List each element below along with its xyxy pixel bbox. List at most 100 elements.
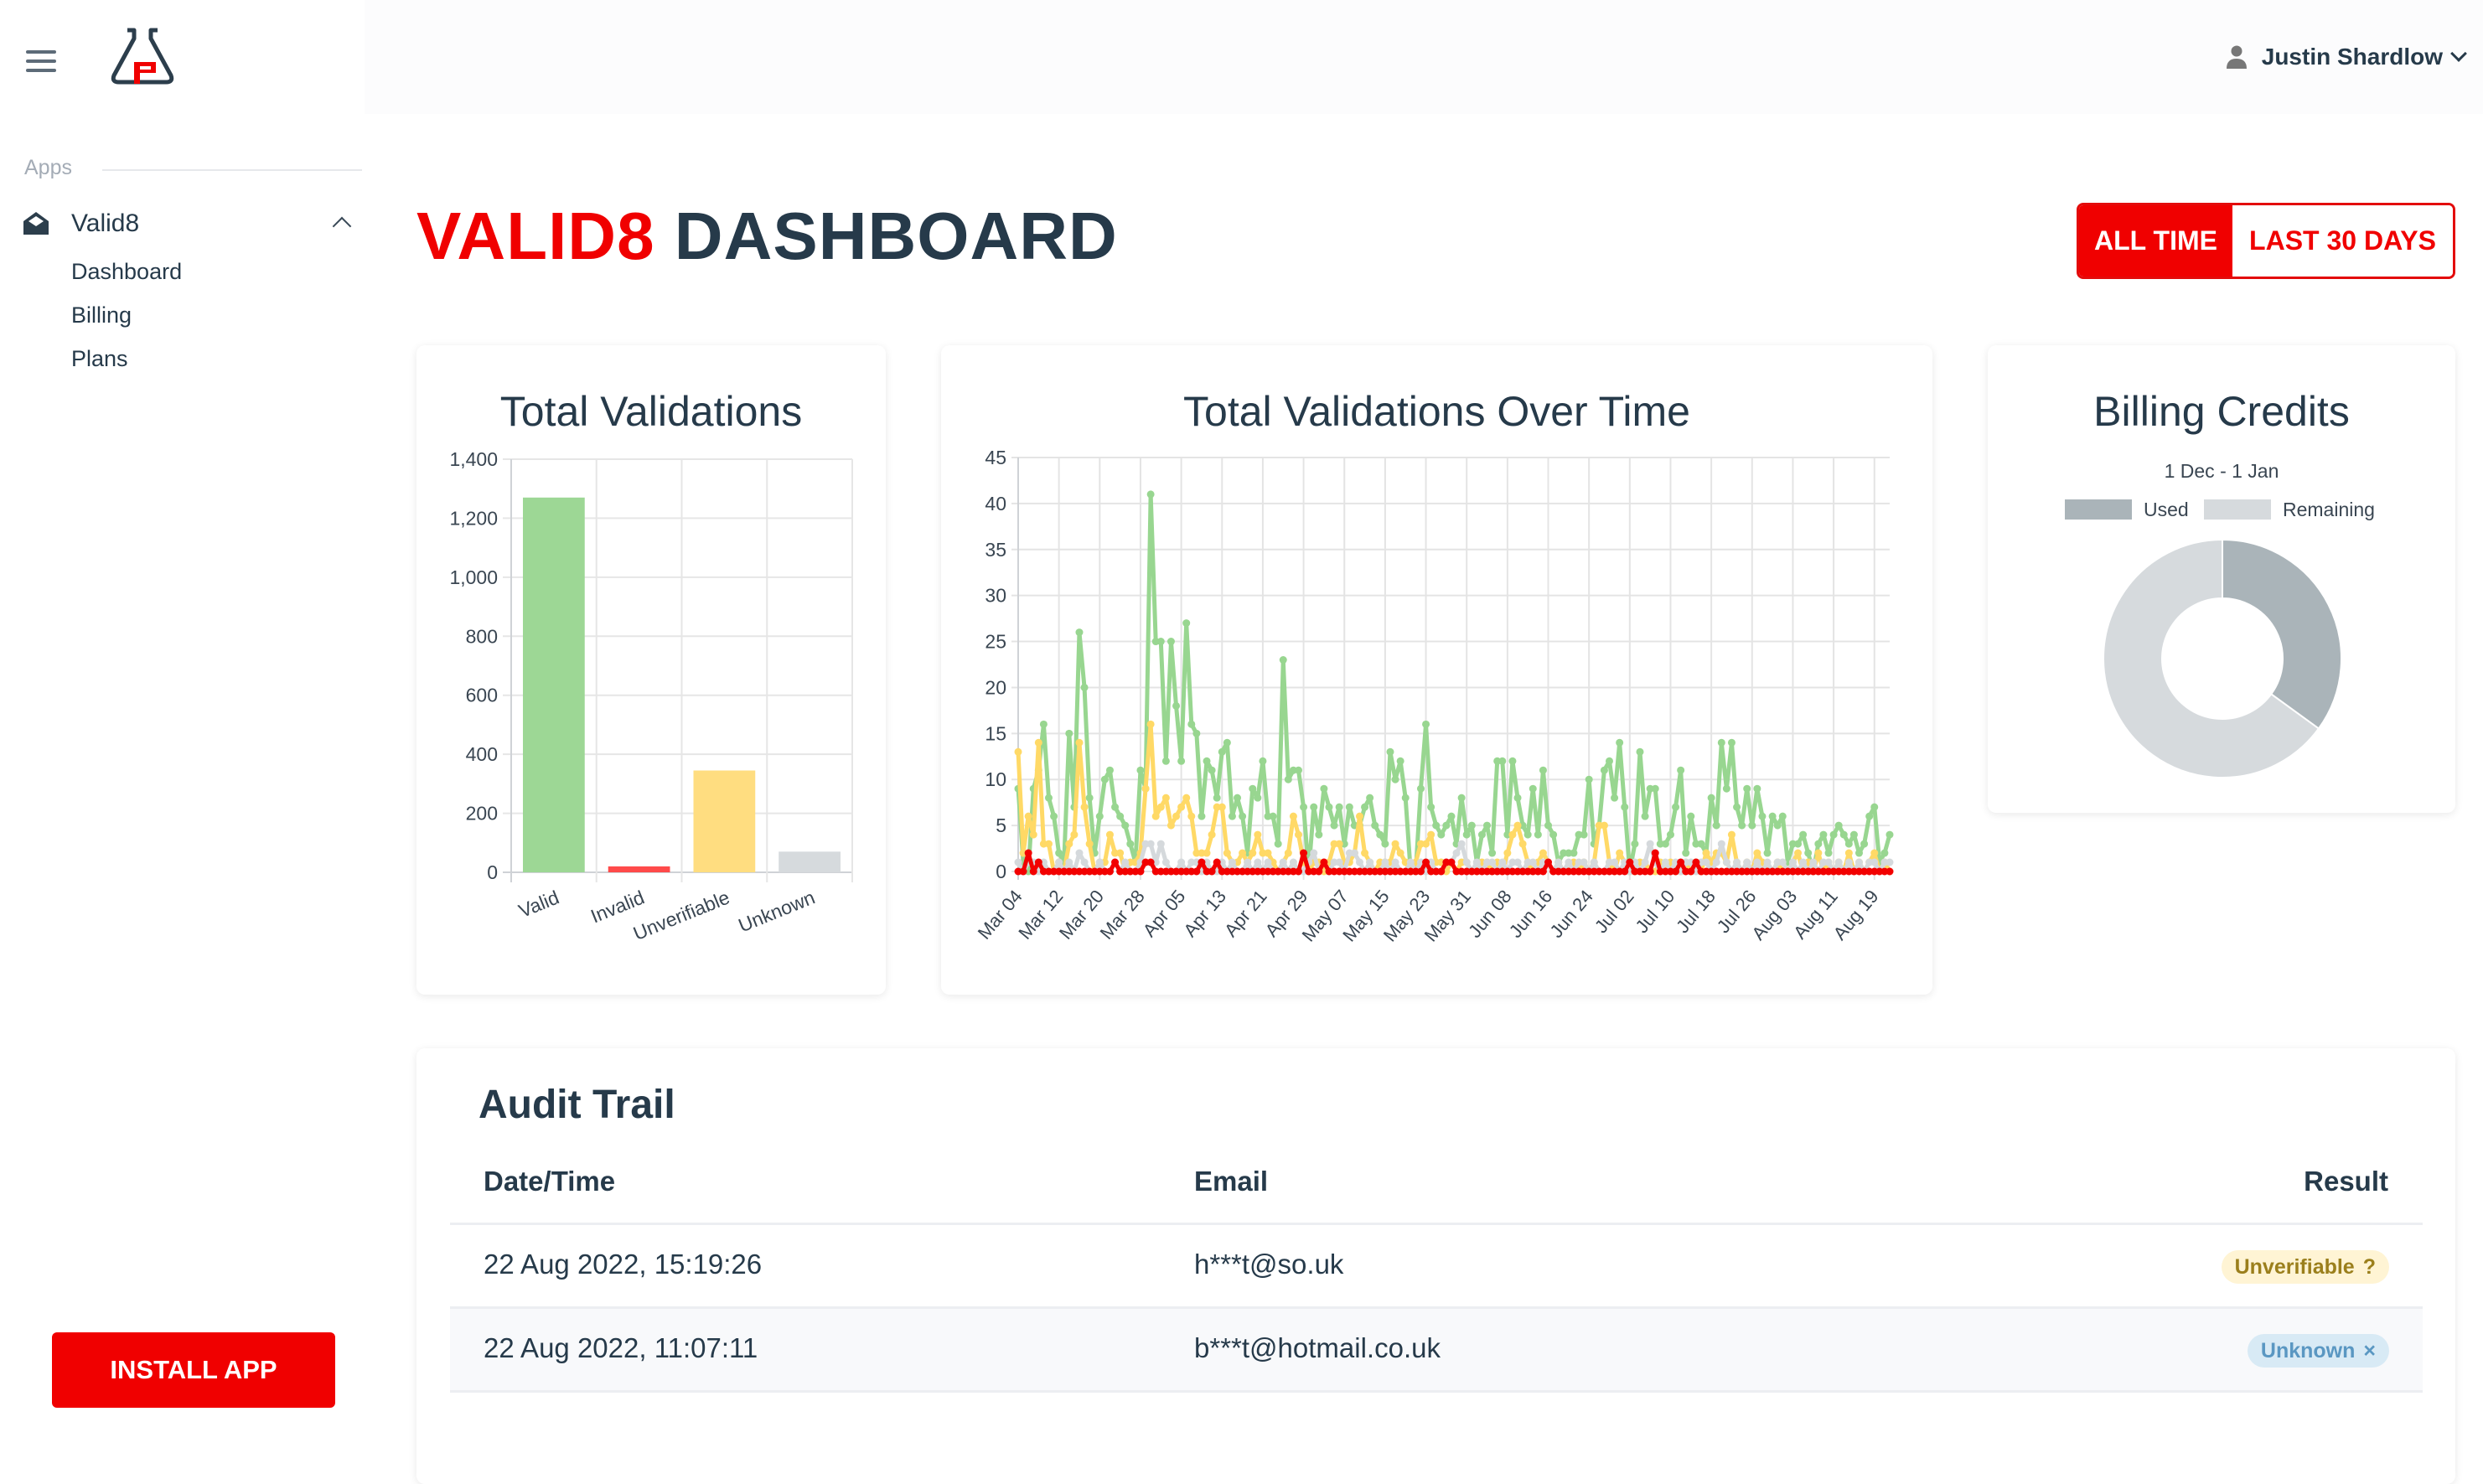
y-tick-label: 0 (487, 861, 498, 883)
data-point (1799, 858, 1808, 866)
legend-swatch (2065, 499, 2132, 520)
data-point (1198, 812, 1206, 820)
app-logo[interactable] (109, 27, 176, 94)
y-tick-label: 20 (985, 676, 1006, 698)
data-point (1239, 812, 1247, 820)
result-icon: ? (2362, 1254, 2376, 1279)
chevron-up-icon[interactable] (332, 216, 352, 236)
data-point (1075, 738, 1084, 747)
sidebar-item-plans[interactable]: Plans (71, 346, 128, 371)
sidebar-item-valid8[interactable]: Valid8 (23, 208, 362, 241)
x-tick-label: Jun 08 (1464, 886, 1516, 942)
data-point (1300, 849, 1308, 857)
bar-invalid (608, 866, 670, 872)
data-point (1544, 858, 1553, 866)
data-point (1029, 830, 1037, 839)
data-point (1570, 849, 1578, 857)
data-point (1166, 638, 1175, 646)
y-tick-label: 15 (985, 722, 1006, 744)
sidebar: Apps Valid8 Dashboard Billing Plans INST… (0, 0, 365, 1418)
x-tick-label: Mar 20 (1055, 886, 1108, 944)
data-point (1366, 794, 1374, 802)
data-point (1366, 858, 1374, 866)
data-point (1172, 701, 1181, 710)
card-title: Total Validations (499, 388, 803, 435)
data-point (1146, 720, 1155, 728)
y-tick-label: 40 (985, 493, 1006, 514)
data-point (1100, 775, 1109, 783)
data-point (1580, 830, 1588, 839)
data-point (1819, 830, 1828, 839)
data-point (1529, 858, 1537, 866)
data-point (1014, 858, 1022, 866)
data-point (1019, 867, 1027, 876)
data-point (1743, 858, 1751, 866)
sidebar-item-billing[interactable]: Billing (71, 302, 132, 328)
title-brand: VALID8 (416, 199, 655, 273)
data-point (1044, 840, 1053, 848)
data-point (1666, 830, 1674, 839)
column-header-result[interactable]: Result (2304, 1166, 2388, 1197)
data-point (1136, 867, 1145, 876)
data-point (1733, 858, 1741, 866)
y-tick-label: 0 (996, 861, 1006, 882)
y-tick-label: 35 (985, 539, 1006, 561)
data-point (1539, 849, 1547, 857)
data-point (1580, 858, 1588, 866)
data-point (1289, 858, 1297, 866)
data-point (1437, 867, 1446, 876)
title-rest: DASHBOARD (674, 199, 1118, 273)
x-tick-label: Valid (515, 887, 562, 923)
data-point (1218, 803, 1226, 811)
series-line-2 (1016, 841, 1890, 874)
data-point (1315, 867, 1323, 876)
y-tick-label: 5 (996, 814, 1006, 836)
data-point (1269, 812, 1277, 820)
data-point (1095, 812, 1104, 820)
data-point (1844, 840, 1853, 848)
data-point (1534, 830, 1542, 839)
user-menu[interactable]: Justin Shardlow (2226, 40, 2467, 74)
data-point (1457, 794, 1466, 802)
data-point (1508, 757, 1517, 765)
data-point (1462, 858, 1471, 866)
data-point (1315, 830, 1323, 839)
table-row[interactable]: 22 Aug 2022, 15:19:26 h***t@so.uk Unveri… (450, 1225, 2423, 1306)
data-point (1661, 858, 1669, 866)
data-point (1565, 858, 1573, 866)
last-30-days-button[interactable]: LAST 30 DAYS (2232, 205, 2453, 277)
table-row[interactable]: 22 Aug 2022, 11:07:11 b***t@hotmail.co.u… (450, 1309, 2423, 1390)
data-point (1773, 821, 1782, 830)
sidebar-item-dashboard[interactable]: Dashboard (71, 259, 183, 284)
data-point (1814, 840, 1823, 848)
data-point (1814, 849, 1823, 857)
sidebar-item-label: Valid8 (71, 209, 140, 237)
hamburger-menu-icon[interactable] (26, 50, 56, 72)
data-point (1335, 840, 1343, 848)
y-tick-label: 45 (985, 447, 1006, 468)
column-header-email[interactable]: Email (1194, 1166, 1269, 1197)
data-point (1794, 840, 1803, 848)
data-point (1111, 858, 1120, 866)
data-point (1616, 738, 1624, 747)
data-point (1544, 821, 1553, 830)
data-point (1488, 858, 1497, 866)
data-point (1310, 849, 1318, 857)
x-tick-label: Jun 16 (1505, 886, 1557, 942)
data-point (1778, 858, 1787, 866)
data-point (1763, 858, 1772, 866)
data-point (1870, 858, 1879, 866)
column-header-datetime[interactable]: Date/Time (484, 1166, 616, 1197)
x-tick-label: Mar 28 (1096, 886, 1149, 944)
data-point (1432, 821, 1441, 830)
data-point (1794, 849, 1803, 857)
install-app-button[interactable]: INSTALL APP (52, 1332, 335, 1408)
all-time-button[interactable]: ALL TIME (2079, 205, 2232, 277)
data-point (1707, 794, 1715, 802)
data-point (1182, 794, 1191, 802)
data-point (1641, 858, 1649, 866)
row-divider (450, 1390, 2423, 1393)
x-tick-label: Jun 24 (1545, 886, 1597, 942)
data-point (1406, 858, 1415, 866)
data-point (1799, 830, 1808, 839)
